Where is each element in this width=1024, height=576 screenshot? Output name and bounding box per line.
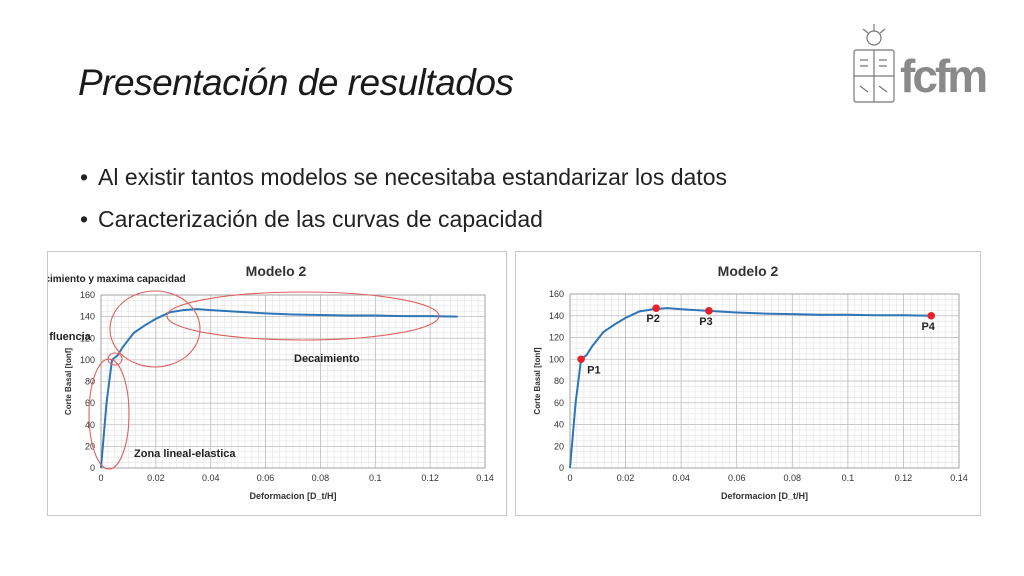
annotation-ellipse (109, 290, 201, 368)
slide-title: Presentación de resultados (78, 62, 514, 103)
y-tick-label: 100 (80, 355, 95, 365)
y-tick-label: 140 (80, 312, 95, 322)
chart-right: 0 0.02 0.04 0.06 0.08 0.1 0.12 0.14 0 20 40 60 80 100… (515, 251, 981, 516)
x-tick-label: 0.14 (476, 473, 494, 483)
data-point-label: P1 (587, 364, 600, 376)
x-tick-label: 0.02 (147, 473, 165, 483)
x-tick-label: 0.1 (369, 473, 382, 483)
x-tick-label: 0.1 (842, 473, 855, 483)
y-tick-label: 40 (554, 420, 564, 430)
bullet-dot-icon: • (80, 164, 89, 190)
x-tick-label: 0.12 (421, 473, 439, 483)
x-tick-label: 0.04 (672, 473, 690, 483)
annotation-label: Decaimiento (294, 353, 360, 365)
y-tick-label: 80 (85, 377, 95, 387)
series-line (569, 307, 932, 469)
x-tick-label: 0 (567, 473, 572, 483)
chart-left: 0 0.02 0.04 0.06 0.08 0.1 0.12 0.14 0 20 40 60 80 100… (4, 251, 507, 516)
y-tick-label: 20 (85, 441, 95, 451)
annotation-label: Zona de fluencia (48, 331, 92, 343)
bullet-dot-icon: • (80, 206, 89, 232)
bullet-item: • Caracterización de las curvas de capaci… (80, 198, 727, 240)
chart-left-svg: 0 0.02 0.04 0.06 0.08 0.1 0.12 0.14 0 20 40 60 80 100… (4, 263, 494, 501)
data-point-label: P2 (646, 313, 659, 325)
y-tick-label: 140 (549, 311, 564, 321)
y-tick-label: 60 (554, 398, 564, 408)
y-tick-label: 40 (85, 420, 95, 430)
annotation-label: Zona lineal-elastica (134, 448, 236, 460)
logo-text: fcfm (900, 50, 986, 102)
y-tick-label: 20 (554, 441, 564, 451)
data-point-label: P3 (699, 316, 712, 328)
data-point-marker (652, 304, 660, 312)
y-tick-label: 160 (549, 289, 564, 299)
x-tick-label: 0.12 (895, 473, 913, 483)
x-axis-label: Deformacion [D_t/H] (721, 491, 808, 501)
fcfm-logo: fcfm (853, 24, 989, 103)
chart-right-svg: 0 0.02 0.04 0.06 0.08 0.1 0.12 0.14 0 20 40 60 80 100… (533, 263, 968, 501)
y-tick-label: 160 (80, 290, 95, 300)
chart-title: Modelo 2 (718, 263, 779, 279)
plot-area (569, 293, 960, 469)
annotation-label: Endurecimiento y maxima capacidad (48, 274, 186, 285)
y-tick-label: 80 (554, 376, 564, 386)
x-tick-label: 0.02 (617, 473, 635, 483)
data-point-marker (927, 311, 936, 320)
y-tick-label: 120 (549, 333, 564, 343)
plot-area (100, 294, 486, 469)
y-tick-label: 100 (549, 354, 564, 364)
bullet-text: Al existir tantos modelos se necesitaba … (98, 164, 727, 190)
y-tick-label: 120 (80, 333, 95, 343)
bullet-text: Caracterización de las curvas de capacid… (98, 206, 543, 232)
chart-title: Modelo 2 (246, 263, 307, 279)
x-tick-label: 0.14 (950, 473, 968, 483)
y-tick-label: 60 (85, 398, 95, 408)
data-point-marker (705, 307, 713, 315)
annotation-ellipse (166, 291, 440, 341)
annotation-ellipse (88, 358, 130, 470)
x-tick-label: 0.04 (202, 473, 220, 483)
university-seal-icon (853, 24, 895, 103)
x-tick-label: 0 (98, 473, 103, 483)
y-axis-label: Corte Basal [tonf] (533, 347, 542, 414)
data-point-marker (577, 355, 585, 364)
x-tick-label: 0.08 (784, 473, 802, 483)
bullet-item: • Al existir tantos modelos se necesitaba… (80, 156, 727, 198)
y-tick-label: 0 (90, 463, 95, 473)
x-tick-label: 0.06 (728, 473, 746, 483)
x-axis-label: Deformacion [D_t/H] (249, 491, 336, 501)
x-tick-label: 0.06 (257, 473, 275, 483)
data-point-label: P4 (921, 321, 935, 333)
y-axis-label: Corte Basal [tonf] (64, 348, 73, 415)
x-tick-label: 0.08 (312, 473, 330, 483)
bullet-list: • Al existir tantos modelos se necesitaba… (80, 156, 727, 240)
y-tick-label: 0 (559, 463, 564, 473)
